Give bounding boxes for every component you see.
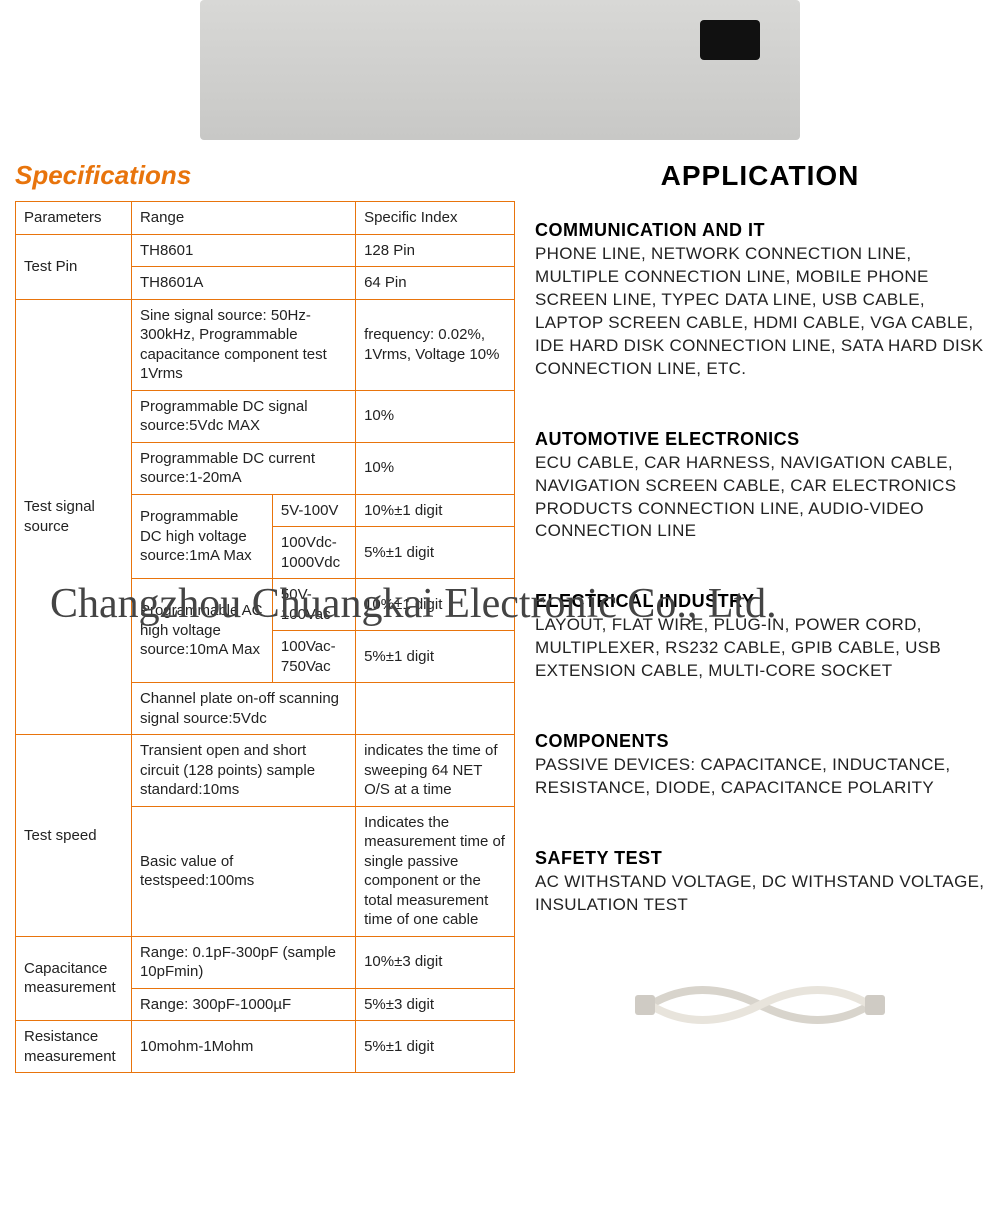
cell: 10% (356, 442, 515, 494)
cell: Channel plate on-off scanning signal sou… (131, 683, 355, 735)
cell: 10% (356, 390, 515, 442)
cell: 128 Pin (356, 234, 515, 267)
cell: Indicates the measurement time of single… (356, 806, 515, 936)
spec-table: Parameters Range Specific Index Test Pin… (15, 201, 515, 1073)
param-capacitance: Capacitance measurement (16, 936, 132, 1021)
col-index: Specific Index (356, 202, 515, 235)
cell: frequency: 0.02%, 1Vrms, Voltage 10% (356, 299, 515, 390)
power-cable-photo (630, 965, 890, 1045)
cell: TH8601 (131, 234, 355, 267)
cell: indicates the time of sweeping 64 NET O/… (356, 735, 515, 807)
param-signal-source: Test signal source (16, 299, 132, 735)
application-title: APPLICATION (535, 160, 985, 192)
cell: 5V-100V (272, 494, 355, 527)
param-test-speed: Test speed (16, 735, 132, 937)
cell: Programmable DC signal source:5Vdc MAX (131, 390, 355, 442)
cell: 5%±1 digit (356, 631, 515, 683)
cell: 50V-100Vac (272, 579, 355, 631)
cell: 10%±1 digit (356, 579, 515, 631)
app-heading-auto: AUTOMOTIVE ELECTRONICS (535, 429, 985, 450)
cell: 10%±1 digit (356, 494, 515, 527)
cell: 100Vdc-1000Vdc (272, 527, 355, 579)
cell (356, 683, 515, 735)
app-text-comp: PASSIVE DEVICES: CAPACITANCE, INDUCTANCE… (535, 754, 985, 800)
cell: Programmable AC high voltage source:10mA… (131, 579, 272, 683)
param-resistance: Resistance measurement (16, 1021, 132, 1073)
cell: TH8601A (131, 267, 355, 300)
cell: Sine signal source: 50Hz-300kHz, Program… (131, 299, 355, 390)
app-text-comm: PHONE LINE, NETWORK CONNECTION LINE, MUL… (535, 243, 985, 381)
cell: 5%±3 digit (356, 988, 515, 1021)
cell: 10mohm-1Mohm (131, 1021, 355, 1073)
cell: 100Vac-750Vac (272, 631, 355, 683)
app-heading-comp: COMPONENTS (535, 731, 985, 752)
app-heading-safe: SAFETY TEST (535, 848, 985, 869)
cell: Range: 0.1pF-300pF (sample 10pFmin) (131, 936, 355, 988)
cell: Basic value of testspeed:100ms (131, 806, 355, 936)
cell: Range: 300pF-1000µF (131, 988, 355, 1021)
col-parameters: Parameters (16, 202, 132, 235)
app-heading-comm: COMMUNICATION AND IT (535, 220, 985, 241)
specifications-title: Specifications (15, 160, 515, 191)
app-text-auto: ECU CABLE, CAR HARNESS, NAVIGATION CABLE… (535, 452, 985, 544)
cell: 64 Pin (356, 267, 515, 300)
cell: Programmable DC high voltage source:1mA … (131, 494, 272, 579)
device-photo (200, 0, 800, 140)
app-text-elec: LAYOUT, FLAT WIRE, PLUG-IN, POWER CORD, … (535, 614, 985, 683)
cell: 5%±1 digit (356, 527, 515, 579)
cell: Transient open and short circuit (128 po… (131, 735, 355, 807)
app-heading-elec: ELECTRICAL INDUSTRY (535, 591, 985, 612)
cell: 10%±3 digit (356, 936, 515, 988)
cell: Programmable DC current source:1-20mA (131, 442, 355, 494)
param-test-pin: Test Pin (16, 234, 132, 299)
app-text-safe: AC WITHSTAND VOLTAGE, DC WITHSTAND VOLTA… (535, 871, 985, 917)
col-range: Range (131, 202, 355, 235)
cell: 5%±1 digit (356, 1021, 515, 1073)
